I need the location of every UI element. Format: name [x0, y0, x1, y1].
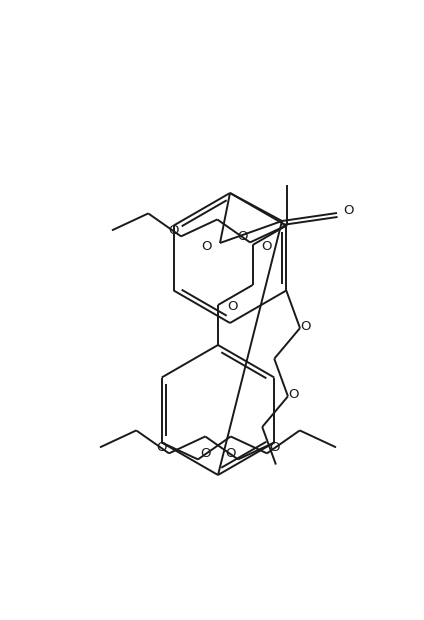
Text: O: O	[261, 241, 272, 254]
Text: O: O	[201, 241, 211, 254]
Text: O: O	[168, 224, 178, 237]
Text: O: O	[270, 441, 280, 454]
Text: O: O	[227, 301, 237, 314]
Text: O: O	[225, 447, 235, 460]
Text: O: O	[301, 319, 311, 332]
Text: O: O	[201, 447, 211, 460]
Text: O: O	[156, 441, 166, 454]
Text: O: O	[344, 205, 354, 218]
Text: O: O	[237, 230, 247, 243]
Text: O: O	[289, 388, 299, 401]
